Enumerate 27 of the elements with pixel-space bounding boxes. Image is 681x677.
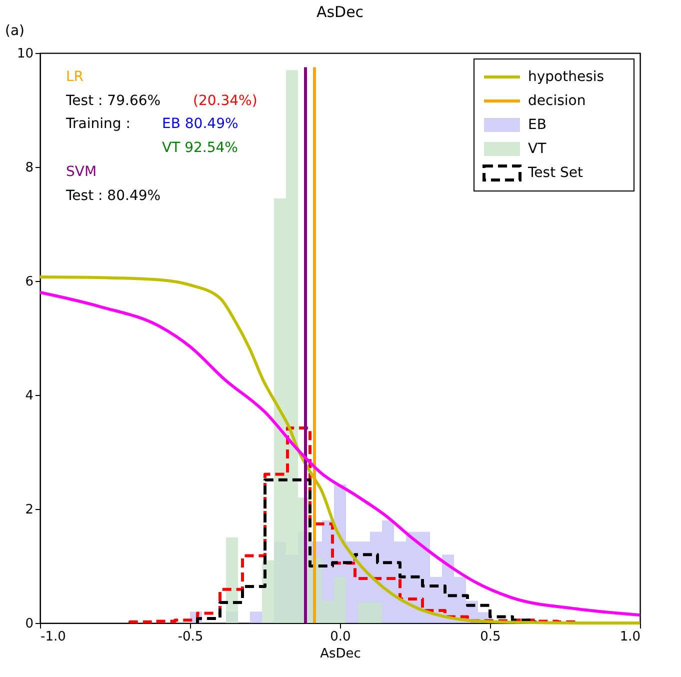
y-tick-label: 8 <box>25 160 34 176</box>
x-tick-label: 0.0 <box>330 630 351 644</box>
x-tick-label: 1.0 <box>620 630 640 644</box>
x-axis-title: AsDec <box>320 646 361 662</box>
y-tick-label: 4 <box>25 388 34 404</box>
x-tick-label: -0.5 <box>178 630 204 644</box>
text: (a) <box>5 23 25 39</box>
x-tick-label: 0.5 <box>480 630 501 644</box>
x-tick-label: -1.0 <box>40 630 66 644</box>
annotation: SVM <box>66 164 97 180</box>
annotation: (20.34%) <box>193 93 258 109</box>
legend-label: Test Set <box>527 165 584 181</box>
chart-title: AsDec <box>316 3 364 21</box>
y-tick-label: 2 <box>25 502 34 518</box>
annotation: EB 80.49% <box>162 116 238 132</box>
annotation: Test : 79.66% <box>65 93 161 109</box>
annotation: Test : 80.49% <box>65 188 161 204</box>
annotation: Training : <box>65 116 130 132</box>
legend-label: EB <box>528 117 546 133</box>
legend-label: decision <box>528 93 586 109</box>
legend-label: hypothesis <box>528 69 604 85</box>
y-tick-label: 6 <box>25 274 34 290</box>
y-tick-label: 0 <box>25 616 34 632</box>
annotation: VT 92.54% <box>162 140 238 156</box>
annotation: LR <box>66 69 84 85</box>
legend-label: VT <box>528 141 547 157</box>
y-tick-label: 10 <box>16 46 34 62</box>
